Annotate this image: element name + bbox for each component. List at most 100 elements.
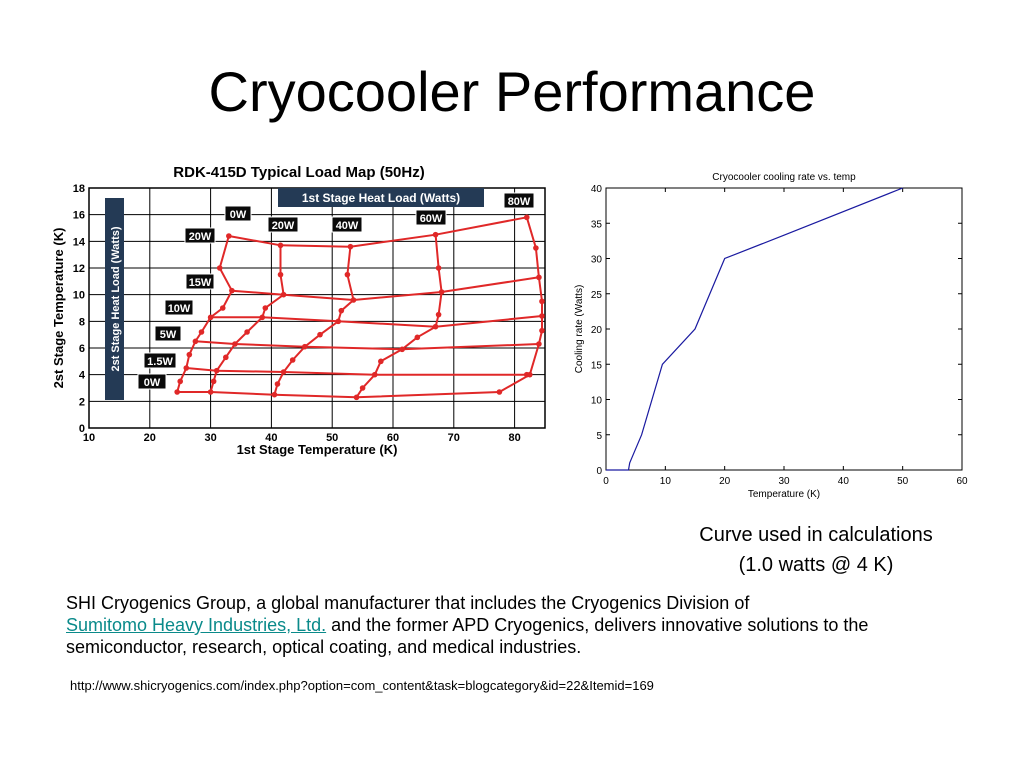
load-point [232,341,238,347]
first-stage-label: 60W [420,213,443,225]
y-tick-label: 10 [591,396,603,407]
x-tick-label: 10 [660,476,672,487]
x-tick-label: 50 [897,476,909,487]
x-tick-label: 80 [508,432,520,444]
load-point [186,351,193,358]
first-stage-label-box [224,205,252,222]
load-point [414,334,421,341]
second-stage-banner-label: 2st Stage Heat Load (Watts) [110,226,122,371]
load-point [219,305,226,311]
x-tick-label: 20 [144,432,156,444]
load-point [192,338,199,345]
x-tick-label: 70 [448,432,460,444]
load-point [371,371,378,378]
first-stage-label-box [267,216,299,233]
x-tick-label: 40 [838,476,850,487]
load-point [536,341,542,347]
cooling-chart-title: Cryocooler cooling rate vs. temp [712,172,856,183]
y-tick-label: 16 [73,210,85,222]
second-stage-banner [105,198,124,400]
second-stage-label: 5W [160,329,177,341]
load-point [226,233,232,239]
cooling-curve-chart: Cryocooler cooling rate vs. temp 0 10 20 30 4… [574,172,968,500]
x-tick-label: 10 [83,432,95,444]
load-point [353,394,360,401]
x-axis-label: 1st Stage Temperature (K) [237,442,398,457]
load-point [210,378,217,385]
load-point [274,381,281,387]
load-point [271,391,278,398]
y-tick-label: 14 [73,236,86,248]
second-stage-label: 10W [168,303,191,315]
load-point [183,365,190,371]
second-stage-label: 20W [189,231,212,243]
load-point [359,385,366,391]
y-tick-label: 12 [73,263,85,275]
y-tick-label: 30 [591,255,603,266]
cooling-y-axis-label: Cooling rate (Watts) [574,285,585,374]
x-tick-label: 40 [265,432,277,444]
load-point [177,378,183,385]
second-stage-label-box [143,352,177,369]
cooling-curve-line [606,187,903,471]
first-stage-label-box [415,209,447,226]
y-tick-label: 0 [596,466,602,477]
second-stage-label-box [184,227,216,244]
load-point [289,357,296,363]
y-tick-label: 4 [79,370,86,382]
source-url: http://www.shicryogenics.com/index.php?o… [70,678,654,693]
load-map-chart: RDK-415D Typical Load Map (50Hz)10 20 30 40… [51,164,546,457]
y-tick-label: 5 [596,431,602,442]
first-stage-label-box [503,192,535,209]
x-tick-label: 60 [956,476,968,487]
load-point [259,314,266,321]
load-point [174,389,180,395]
caption-line-1: Curve used in calculations [699,524,933,546]
first-stage-label: 80W [508,196,531,208]
load-point [277,242,284,249]
slide-title: Cryocooler Performance [208,60,816,123]
load-point [347,243,354,250]
y-tick-label: 8 [79,316,85,328]
load-point [198,329,205,335]
chart-caption: Curve used in calculations (1.0 watts @ … [660,520,972,580]
y-tick-label: 10 [73,290,85,302]
sumitomo-link[interactable]: Sumitomo Heavy Industries, Ltd. [66,615,327,635]
load-point [523,371,530,378]
desc-text-after: and the former APD Cryogenics, delivers … [66,615,869,657]
caption-line-2: (1.0 watts @ 4 K) [738,554,894,576]
y-tick-label: 40 [591,184,603,195]
load-point [280,369,287,375]
y-tick-label: 2 [79,396,85,408]
first-stage-label-box [331,216,363,233]
load-point [539,313,545,319]
second-stage-label-box [185,273,215,290]
load-point [244,329,250,335]
load-point [223,354,229,361]
y-tick-label: 20 [591,325,603,336]
y-tick-label: 15 [591,360,603,371]
load-point [344,271,351,278]
load-point [338,307,345,314]
second-stage-label: 15W [189,277,212,289]
load-point [262,305,269,311]
load-point [216,265,223,271]
x-tick-label: 20 [719,476,731,487]
load-point [350,297,357,303]
second-stage-label-box [154,325,182,342]
load-point [317,331,323,338]
load-point [432,231,439,238]
load-point [229,287,235,294]
load-point [302,343,308,350]
second-stage-label: 0W [144,377,161,389]
load-point [335,318,342,325]
load-point [539,298,545,305]
second-stage-label-box [164,299,194,316]
load-point [536,274,542,281]
load-point [496,389,503,395]
first-stage-label: 20W [272,220,295,232]
cooling-x-axis-label: Temperature (K) [748,489,820,500]
y-tick-label: 6 [79,343,85,355]
x-tick-label: 60 [387,432,399,444]
y-axis-label: 2st Stage Temperature (K) [51,228,66,389]
